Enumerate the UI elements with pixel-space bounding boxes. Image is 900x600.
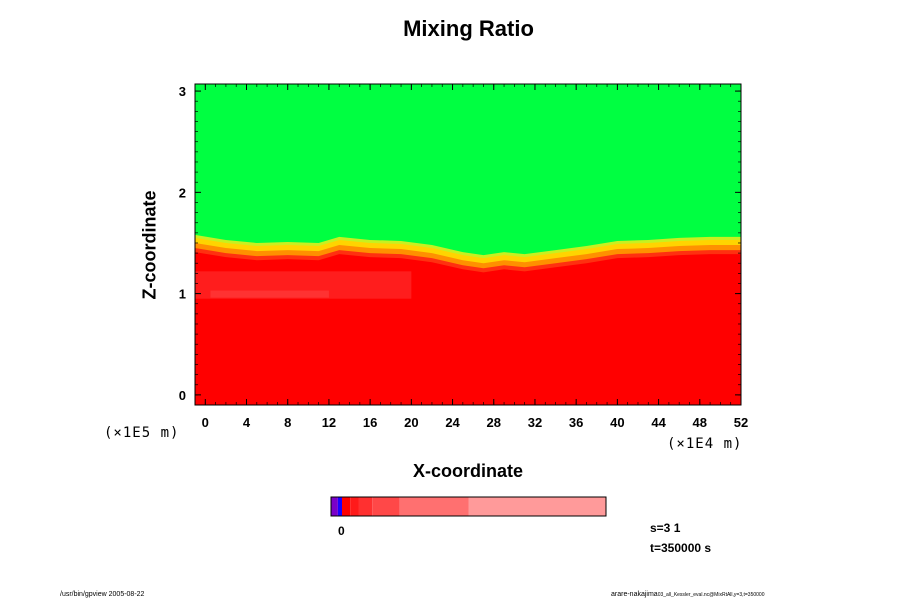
x-axis-unit: (×1E4 m): [667, 436, 743, 452]
colorbar-segment: [358, 497, 373, 516]
y-tick-label: 3: [179, 84, 186, 99]
x-tick-label: 24: [445, 415, 460, 430]
x-tick-label: 8: [284, 415, 291, 430]
time-info: t=350000 s: [650, 541, 712, 555]
lower-light-patch: [210, 290, 329, 298]
colorbar-label: 0: [338, 524, 345, 538]
x-tick-label: 20: [404, 415, 418, 430]
footer-command: /usr/bin/gpview 2005-08-22: [60, 591, 145, 598]
x-tick-label: 40: [610, 415, 624, 430]
footer-source: arare-nakajima03_all_Kessler_eval.nc@Mix…: [611, 591, 765, 598]
colorbar-segment: [350, 497, 359, 516]
colorbar-segment: [468, 497, 606, 516]
plot-frame: [194, 83, 742, 406]
colorbar-segment: [372, 497, 400, 516]
x-tick-label: 12: [322, 415, 336, 430]
footer-author: arare-nakajima: [611, 591, 658, 598]
colorbar-segment: [342, 497, 351, 516]
step-info: s=3 1: [650, 521, 681, 535]
x-tick-label: 0: [202, 415, 209, 430]
y-tick-label: 2: [179, 185, 186, 200]
y-tick-label: 0: [179, 388, 186, 403]
footer-file: 03_all_Kessler_eval.nc@MixRtAll,y=3,t=35…: [657, 592, 765, 598]
x-tick-label: 36: [569, 415, 583, 430]
y-axis-unit: (×1E5 m): [104, 425, 180, 441]
x-tick-label: 28: [487, 415, 501, 430]
x-tick-label: 32: [528, 415, 542, 430]
x-tick-label: 4: [243, 415, 251, 430]
colorbar-segment: [337, 497, 342, 516]
colorbar-segment: [399, 497, 469, 516]
y-tick-label: 1: [179, 287, 186, 302]
x-axis-label: X-coordinate: [412, 461, 523, 481]
colorbar-segment: [331, 497, 338, 516]
chart-title: Mixing Ratio: [403, 16, 534, 41]
x-tick-label: 48: [693, 415, 707, 430]
x-tick-label: 44: [651, 415, 666, 430]
x-tick-label: 16: [363, 415, 377, 430]
colorbar-frame: [330, 496, 607, 517]
x-tick-label: 52: [734, 415, 748, 430]
